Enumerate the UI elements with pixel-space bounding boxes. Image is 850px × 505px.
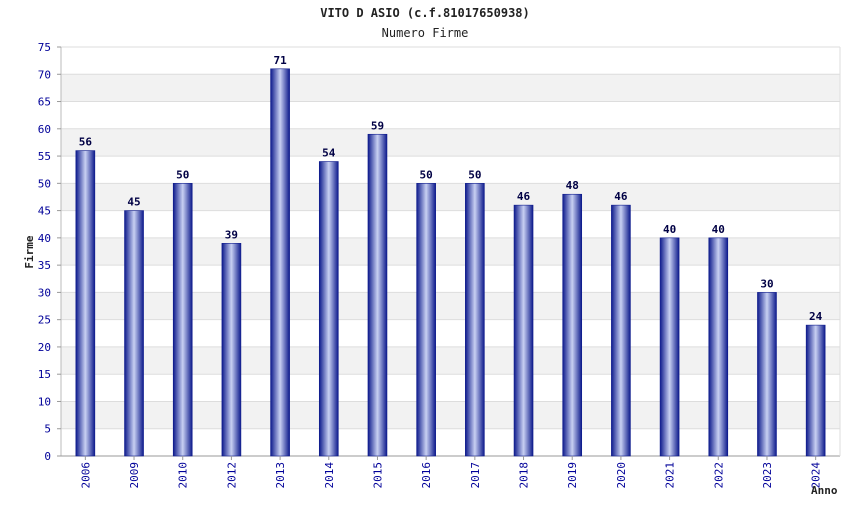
x-tick-label: 2021 xyxy=(664,462,677,489)
y-tick-label: 70 xyxy=(38,68,51,81)
bar-2006 xyxy=(75,150,96,457)
x-tick-label: 2018 xyxy=(518,462,531,489)
y-axis-label: Firme xyxy=(23,235,36,268)
bar-2012 xyxy=(221,243,242,457)
data-label-2018: 46 xyxy=(517,190,531,203)
x-tick-label: 2020 xyxy=(615,462,628,489)
data-label-2010: 50 xyxy=(176,168,189,181)
y-tick-label: 55 xyxy=(38,150,51,163)
y-tick-label: 60 xyxy=(38,123,51,136)
x-axis-ticks: 2006 2009 2010 2012 2013 2014 2015 2016 2017 2018… xyxy=(79,456,823,489)
y-tick-label: 30 xyxy=(38,286,51,299)
y-tick-label: 25 xyxy=(38,314,51,327)
y-tick-label: 0 xyxy=(44,450,51,463)
x-tick-label: 2013 xyxy=(274,462,287,489)
chart-title: VITO D ASIO (c.f.81017650938) xyxy=(320,6,530,20)
bar-2024 xyxy=(805,324,826,457)
x-tick-label: 2006 xyxy=(79,462,92,489)
x-tick-label: 2012 xyxy=(225,462,238,489)
y-axis-ticks: 0 5 10 15 20 25 30 35 40 45 50 55 60 65 70 75 xyxy=(38,41,61,463)
data-label-2019: 48 xyxy=(566,179,579,192)
bars xyxy=(75,68,826,457)
y-tick-label: 45 xyxy=(38,205,51,218)
data-label-2015: 59 xyxy=(371,119,384,132)
y-tick-label: 35 xyxy=(38,259,51,272)
x-tick-label: 2010 xyxy=(177,462,190,489)
y-tick-label: 20 xyxy=(38,341,51,354)
data-label-2022: 40 xyxy=(712,223,725,236)
y-tick-label: 75 xyxy=(38,41,51,54)
y-tick-label: 50 xyxy=(38,177,51,190)
bar-2013 xyxy=(270,68,290,457)
y-tick-label: 10 xyxy=(38,395,51,408)
bar-2016 xyxy=(416,183,436,457)
grid-band xyxy=(61,128,840,157)
x-tick-label: 2017 xyxy=(469,462,482,489)
y-tick-label: 5 xyxy=(44,423,51,436)
y-tick-label: 40 xyxy=(38,232,51,245)
data-label-2013: 71 xyxy=(273,54,287,67)
x-axis-label: Anno xyxy=(811,484,838,497)
x-tick-label: 2015 xyxy=(371,462,384,489)
x-tick-label: 2019 xyxy=(566,462,579,489)
x-tick-label: 2022 xyxy=(712,462,725,489)
data-labels: 56 45 50 39 71 54 59 50 50 46 48 46 40 40 30 24 xyxy=(79,54,823,323)
x-tick-label: 2009 xyxy=(128,462,141,489)
bar-2022 xyxy=(708,237,729,457)
data-label-2021: 40 xyxy=(663,223,676,236)
data-label-2016: 50 xyxy=(420,168,433,181)
y-tick-label: 65 xyxy=(38,96,51,109)
bar-2023 xyxy=(757,292,777,457)
bar-2018 xyxy=(513,204,534,457)
bar-2017 xyxy=(465,183,485,457)
bar-2019 xyxy=(562,193,583,457)
data-label-2009: 45 xyxy=(127,196,140,209)
bar-2009 xyxy=(124,210,144,457)
chart-subtitle: Numero Firme xyxy=(382,26,469,40)
bar-2010 xyxy=(172,183,193,457)
grid-band xyxy=(61,74,840,102)
data-label-2006: 56 xyxy=(79,136,93,149)
bar-2020 xyxy=(611,204,631,457)
data-label-2024: 24 xyxy=(809,310,823,323)
x-tick-label: 2024 xyxy=(810,462,823,489)
data-label-2023: 30 xyxy=(760,277,773,290)
x-tick-label: 2023 xyxy=(761,462,774,489)
data-label-2020: 46 xyxy=(614,190,628,203)
data-label-2012: 39 xyxy=(225,228,238,241)
bar-2015 xyxy=(367,133,388,457)
x-tick-label: 2016 xyxy=(420,462,433,489)
bar-2014 xyxy=(318,161,339,457)
y-tick-label: 15 xyxy=(38,368,51,381)
x-tick-label: 2014 xyxy=(323,462,336,489)
data-label-2017: 50 xyxy=(468,168,481,181)
data-label-2014: 54 xyxy=(322,147,336,160)
bar-2021 xyxy=(659,237,680,457)
